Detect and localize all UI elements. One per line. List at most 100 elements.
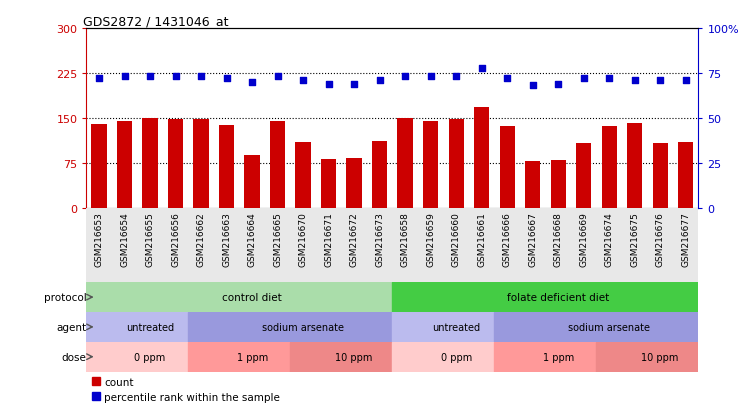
Bar [392,282,698,312]
Text: GSM216658: GSM216658 [400,212,409,267]
Point [501,76,513,83]
Text: GSM216654: GSM216654 [120,212,129,266]
Bar [596,342,698,372]
Bar [678,142,693,208]
Text: folate deficient diet: folate deficient diet [507,292,609,302]
Bar [194,120,209,208]
Text: dose: dose [62,352,86,362]
Point [272,74,284,81]
Point [399,74,411,81]
Text: 1 ppm: 1 ppm [237,352,268,362]
Point [526,83,538,90]
Text: agent: agent [56,322,86,332]
Bar [86,208,698,282]
Bar [86,312,189,342]
Text: GSM216663: GSM216663 [222,212,231,267]
Text: GSM216671: GSM216671 [324,212,333,267]
Bar [499,126,515,208]
Bar [550,160,566,208]
Bar [86,282,392,312]
Text: control diet: control diet [222,292,282,302]
Bar [392,312,494,342]
Bar [168,120,183,208]
Bar [494,312,698,342]
Point [221,76,233,83]
Bar [143,119,158,208]
Bar [474,108,490,208]
Text: GSM216666: GSM216666 [502,212,511,267]
Text: GSM216664: GSM216664 [248,212,257,266]
Bar [392,342,494,372]
Point [195,74,207,81]
Text: 10 ppm: 10 ppm [641,352,679,362]
Text: GSM216659: GSM216659 [426,212,435,267]
Bar [397,119,413,208]
Bar [219,126,234,208]
Point [246,79,258,86]
Bar [321,159,336,208]
Point [170,74,182,81]
Text: GSM216653: GSM216653 [95,212,104,267]
Text: GSM216665: GSM216665 [273,212,282,267]
Text: GSM216670: GSM216670 [299,212,308,267]
Text: GSM216660: GSM216660 [451,212,460,267]
Text: 10 ppm: 10 ppm [336,352,372,362]
Text: untreated: untreated [126,322,174,332]
Bar [86,342,189,372]
Bar [270,121,285,208]
Text: GSM216662: GSM216662 [197,212,206,266]
Text: GSM216672: GSM216672 [350,212,359,266]
Bar [448,120,464,208]
Point [450,74,462,81]
Text: GSM216673: GSM216673 [376,212,385,267]
Point [629,78,641,84]
Point [119,74,131,81]
Bar [92,124,107,208]
Point [424,74,436,81]
Bar [423,121,439,208]
Point [578,76,590,83]
Bar [117,121,132,208]
Text: GSM216668: GSM216668 [553,212,562,267]
Point [475,65,487,71]
Text: GSM216655: GSM216655 [146,212,155,267]
Bar [245,156,260,208]
Bar [525,161,540,208]
Legend: count, percentile rank within the sample: count, percentile rank within the sample [92,377,280,402]
Point [552,81,564,88]
Text: 0 ppm: 0 ppm [441,352,472,362]
Point [680,78,692,84]
Point [323,81,335,88]
Point [297,78,309,84]
Text: GSM216669: GSM216669 [579,212,588,267]
Bar [602,126,617,208]
Text: GSM216675: GSM216675 [630,212,639,267]
Text: protocol: protocol [44,292,86,302]
Point [603,76,615,83]
Point [374,78,386,84]
Text: GSM216667: GSM216667 [528,212,537,267]
Text: sodium arsenate: sodium arsenate [262,322,344,332]
Bar [372,141,388,208]
Bar [627,123,642,208]
Text: 0 ppm: 0 ppm [134,352,166,362]
Text: sodium arsenate: sodium arsenate [569,322,650,332]
Text: GSM216674: GSM216674 [605,212,614,266]
Bar [576,144,591,208]
Text: 1 ppm: 1 ppm [542,352,574,362]
Point [348,81,360,88]
Bar [346,159,362,208]
Point [144,74,156,81]
Bar [494,342,596,372]
Text: GSM216656: GSM216656 [171,212,180,267]
Text: GSM216676: GSM216676 [656,212,665,267]
Text: GSM216677: GSM216677 [681,212,690,267]
Text: GDS2872 / 1431046_at: GDS2872 / 1431046_at [83,15,229,28]
Bar [291,342,392,372]
Text: untreated: untreated [432,322,480,332]
Point [654,78,666,84]
Bar [189,342,291,372]
Bar [653,144,668,208]
Bar [295,142,311,208]
Point [93,76,105,83]
